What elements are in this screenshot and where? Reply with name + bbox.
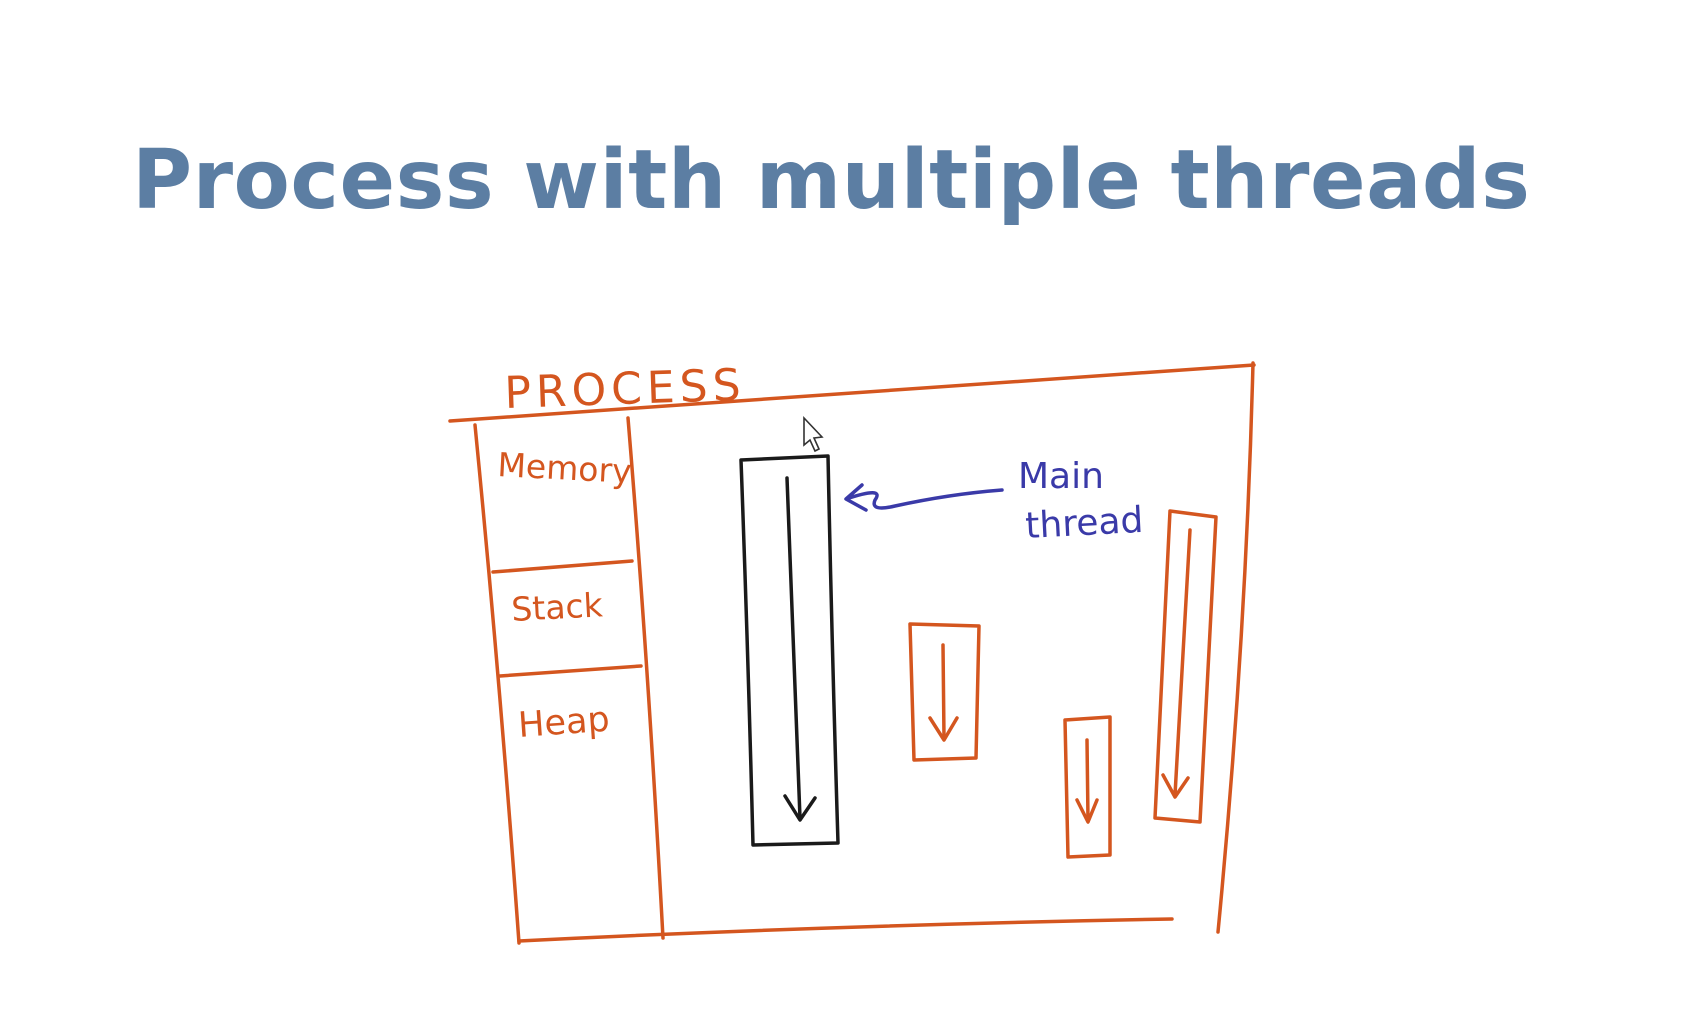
process-right-edge	[1216, 361, 1255, 934]
worker-thread-3-arrow-head	[1161, 773, 1190, 799]
main-thread-arrow-head	[783, 794, 817, 822]
main-thread	[739, 454, 840, 847]
worker-thread-2	[1063, 715, 1112, 859]
main-thread-box	[739, 454, 840, 847]
worker-thread-2-box	[1063, 715, 1112, 859]
worker-thread-1-box	[908, 622, 981, 762]
process-label: Process	[504, 360, 747, 419]
heap-label: Heap	[517, 700, 611, 746]
main-thread-label-thread: thread	[1024, 500, 1144, 547]
process-frame	[448, 361, 1256, 945]
worker-thread-1	[908, 622, 981, 762]
mouse-cursor-icon	[803, 415, 824, 453]
memory-column-right-edge	[626, 416, 665, 940]
slide-title: Process with multiple threads	[132, 133, 1531, 228]
memory-column	[491, 416, 665, 940]
stack-label: Stack	[510, 585, 604, 629]
worker-thread-3	[1153, 509, 1218, 824]
main-thread-arrow-shaft	[785, 476, 802, 820]
process-top-line	[448, 363, 1256, 423]
worker-thread-2-arrow-head	[1075, 798, 1099, 824]
process-bottom-line	[517, 917, 1174, 943]
memory-label: Memory	[497, 445, 633, 491]
worker-thread-1-arrow-head	[928, 716, 959, 742]
worker-thread-1-arrow-shaft	[941, 643, 946, 740]
main-thread-annotation: Main thread	[844, 456, 1144, 547]
annotation-pointer-arrow	[844, 483, 1004, 512]
main-thread-label-main: Main	[1018, 456, 1104, 497]
worker-thread-3-box	[1153, 509, 1218, 824]
worker-thread-2-arrow-shaft	[1085, 738, 1090, 822]
stack-heap-divider	[498, 664, 643, 678]
worker-thread-3-arrow-shaft	[1173, 528, 1192, 797]
memory-stack-divider	[491, 559, 634, 574]
process-left-edge	[473, 423, 521, 945]
